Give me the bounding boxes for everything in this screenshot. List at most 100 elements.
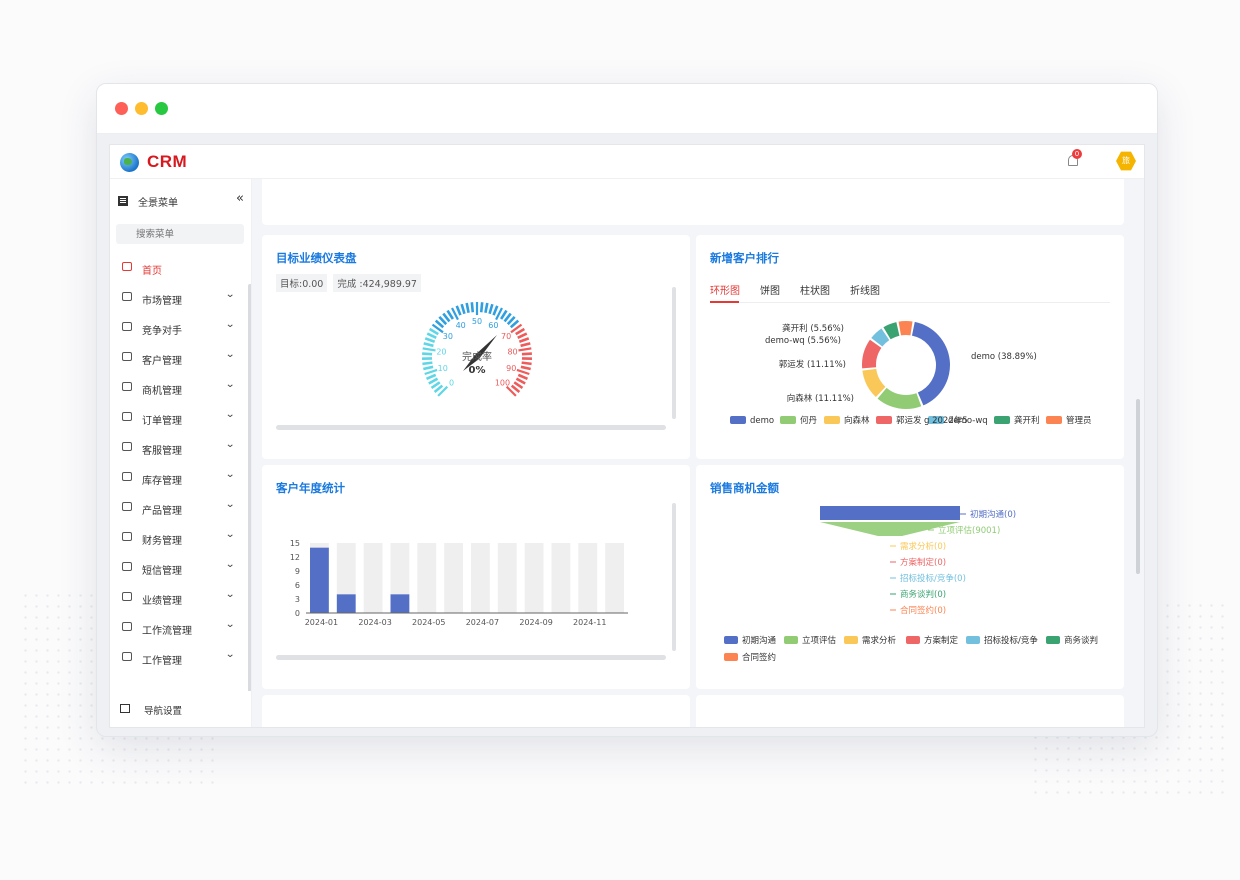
- legend-swatch[interactable]: [994, 416, 1010, 424]
- sidebar-item-1[interactable]: 市场管理 ⌄: [110, 282, 251, 312]
- sidebar-item-12[interactable]: 工作流管理 ⌄: [110, 612, 251, 642]
- sidebar-item-10[interactable]: 短信管理 ⌄: [110, 552, 251, 582]
- menu-icon: [118, 196, 128, 206]
- legend-swatch[interactable]: [724, 653, 738, 661]
- funnel-stage-0[interactable]: [820, 506, 960, 520]
- donut-slice-3[interactable]: [862, 339, 882, 369]
- legend-swatch[interactable]: [966, 636, 980, 644]
- legend-label[interactable]: 合同签约: [742, 652, 776, 663]
- sidebar-scrollbar[interactable]: [248, 284, 251, 714]
- avatar[interactable]: 旅: [1116, 151, 1136, 171]
- menu-item-icon: [122, 532, 132, 541]
- legend-swatch[interactable]: [928, 416, 944, 424]
- legend-swatch[interactable]: [824, 416, 840, 424]
- donut-slice-1[interactable]: [877, 387, 922, 409]
- legend-label[interactable]: 商务谈判: [1064, 635, 1098, 646]
- bar-2024-01[interactable]: [310, 547, 329, 613]
- legend-swatch[interactable]: [730, 416, 746, 424]
- legend-label[interactable]: 龚开利: [1014, 415, 1040, 426]
- tab-3[interactable]: 折线图: [850, 286, 880, 297]
- sidebar-item-6[interactable]: 客服管理 ⌄: [110, 432, 251, 462]
- search-input[interactable]: [116, 224, 244, 244]
- collapse-icon[interactable]: «: [236, 191, 244, 206]
- legend-label[interactable]: demo-wq: [948, 416, 988, 426]
- sidebar-item-label: 短信管理: [142, 566, 182, 577]
- legend-label[interactable]: 郭运发: [896, 415, 922, 426]
- notification-badge: 0: [1072, 149, 1082, 159]
- legend-swatch[interactable]: [780, 416, 796, 424]
- annual-vscroll[interactable]: [672, 503, 676, 651]
- gauge-tick-label: 60: [488, 321, 498, 330]
- donut-slice-0[interactable]: [911, 321, 950, 406]
- legend-swatch[interactable]: [844, 636, 858, 644]
- gauge-tick-mark: [442, 312, 451, 323]
- legend-swatch[interactable]: [724, 636, 738, 644]
- sidebar-item-9[interactable]: 财务管理 ⌄: [110, 522, 251, 552]
- tab-2[interactable]: 柱状图: [800, 286, 830, 297]
- menu-item-icon: [122, 502, 132, 511]
- window-maximize-dot[interactable]: [155, 102, 168, 115]
- gauge-hscroll[interactable]: [276, 425, 666, 430]
- legend-label[interactable]: 初期沟通: [742, 635, 777, 646]
- legend-label[interactable]: 管理员: [1066, 415, 1092, 426]
- sidebar-item-7[interactable]: 库存管理 ⌄: [110, 462, 251, 492]
- legend-label[interactable]: 方案制定: [924, 635, 959, 646]
- legend-label[interactable]: 何丹: [800, 415, 818, 426]
- chevron-down-icon: ⌄: [225, 589, 236, 600]
- funnel-stage-1[interactable]: [820, 522, 960, 536]
- chevron-down-icon: ⌄: [225, 469, 236, 480]
- sidebar-item-5[interactable]: 订单管理 ⌄: [110, 402, 251, 432]
- legend-label[interactable]: 立项评估: [802, 635, 837, 646]
- legend-swatch[interactable]: [784, 636, 798, 644]
- window-minimize-dot[interactable]: [135, 102, 148, 115]
- donut-slice-4[interactable]: [871, 328, 890, 347]
- bar-background: [551, 543, 571, 613]
- menu-item-icon: [122, 472, 132, 481]
- legend-label[interactable]: demo: [750, 416, 774, 426]
- nav-settings-icon: [120, 704, 130, 713]
- gauge-tick-label: 20: [436, 347, 446, 356]
- donut-slice-6[interactable]: [898, 321, 913, 336]
- app-logo[interactable]: CRM: [120, 152, 187, 172]
- donut-slice-5[interactable]: [883, 322, 900, 340]
- gauge-tick-mark: [437, 385, 449, 397]
- chevron-down-icon: ⌄: [225, 619, 236, 630]
- sidebar-item-0[interactable]: 首页: [110, 252, 251, 282]
- annual-hscroll[interactable]: [276, 655, 666, 660]
- gauge-tick-mark: [428, 377, 439, 385]
- tab-0[interactable]: 环形图: [710, 286, 740, 297]
- bar-2024-02[interactable]: [336, 594, 356, 613]
- sidebar-item-3[interactable]: 客户管理 ⌄: [110, 342, 251, 372]
- gauge-tick-mark: [518, 347, 532, 352]
- legend-label[interactable]: 向森林: [844, 415, 870, 426]
- gauge-tick-mark: [426, 332, 437, 340]
- sidebar-item-8[interactable]: 产品管理 ⌄: [110, 492, 251, 522]
- gauge-tick-mark: [510, 384, 521, 394]
- chevron-down-icon: ⌄: [225, 499, 236, 510]
- tab-1[interactable]: 饼图: [760, 286, 780, 297]
- sidebar-item-4[interactable]: 商机管理 ⌄: [110, 372, 251, 402]
- legend-label[interactable]: 需求分析: [862, 635, 897, 646]
- donut-slice-2[interactable]: [862, 368, 886, 398]
- gauge-tick-mark: [431, 323, 444, 334]
- sidebar-footer[interactable]: 导航设置: [110, 691, 251, 727]
- legend-swatch[interactable]: [1046, 416, 1062, 424]
- gauge-tick-mark: [428, 327, 439, 336]
- gauge-tick-mark: [488, 303, 494, 315]
- content-scrollbar[interactable]: [1136, 399, 1140, 574]
- sidebar-item-2[interactable]: 竞争对手 ⌄: [110, 312, 251, 342]
- sidebar-item-label: 业绩管理: [142, 596, 182, 607]
- window-close-dot[interactable]: [115, 102, 128, 115]
- gauge-vscroll[interactable]: [672, 287, 676, 419]
- sidebar-item-11[interactable]: 业绩管理 ⌄: [110, 582, 251, 612]
- sidebar-item-13[interactable]: 工作管理 ⌄: [110, 642, 251, 672]
- legend-label[interactable]: 招标投标/竞争: [984, 635, 1038, 646]
- bar-2024-04[interactable]: [390, 594, 410, 613]
- gauge-tick-mark: [422, 352, 433, 356]
- legend-swatch[interactable]: [876, 416, 892, 424]
- donut-slice-label: demo-wq (5.56%): [765, 336, 841, 346]
- legend-swatch[interactable]: [906, 636, 920, 644]
- legend-swatch[interactable]: [1046, 636, 1060, 644]
- bar-background: [578, 543, 598, 613]
